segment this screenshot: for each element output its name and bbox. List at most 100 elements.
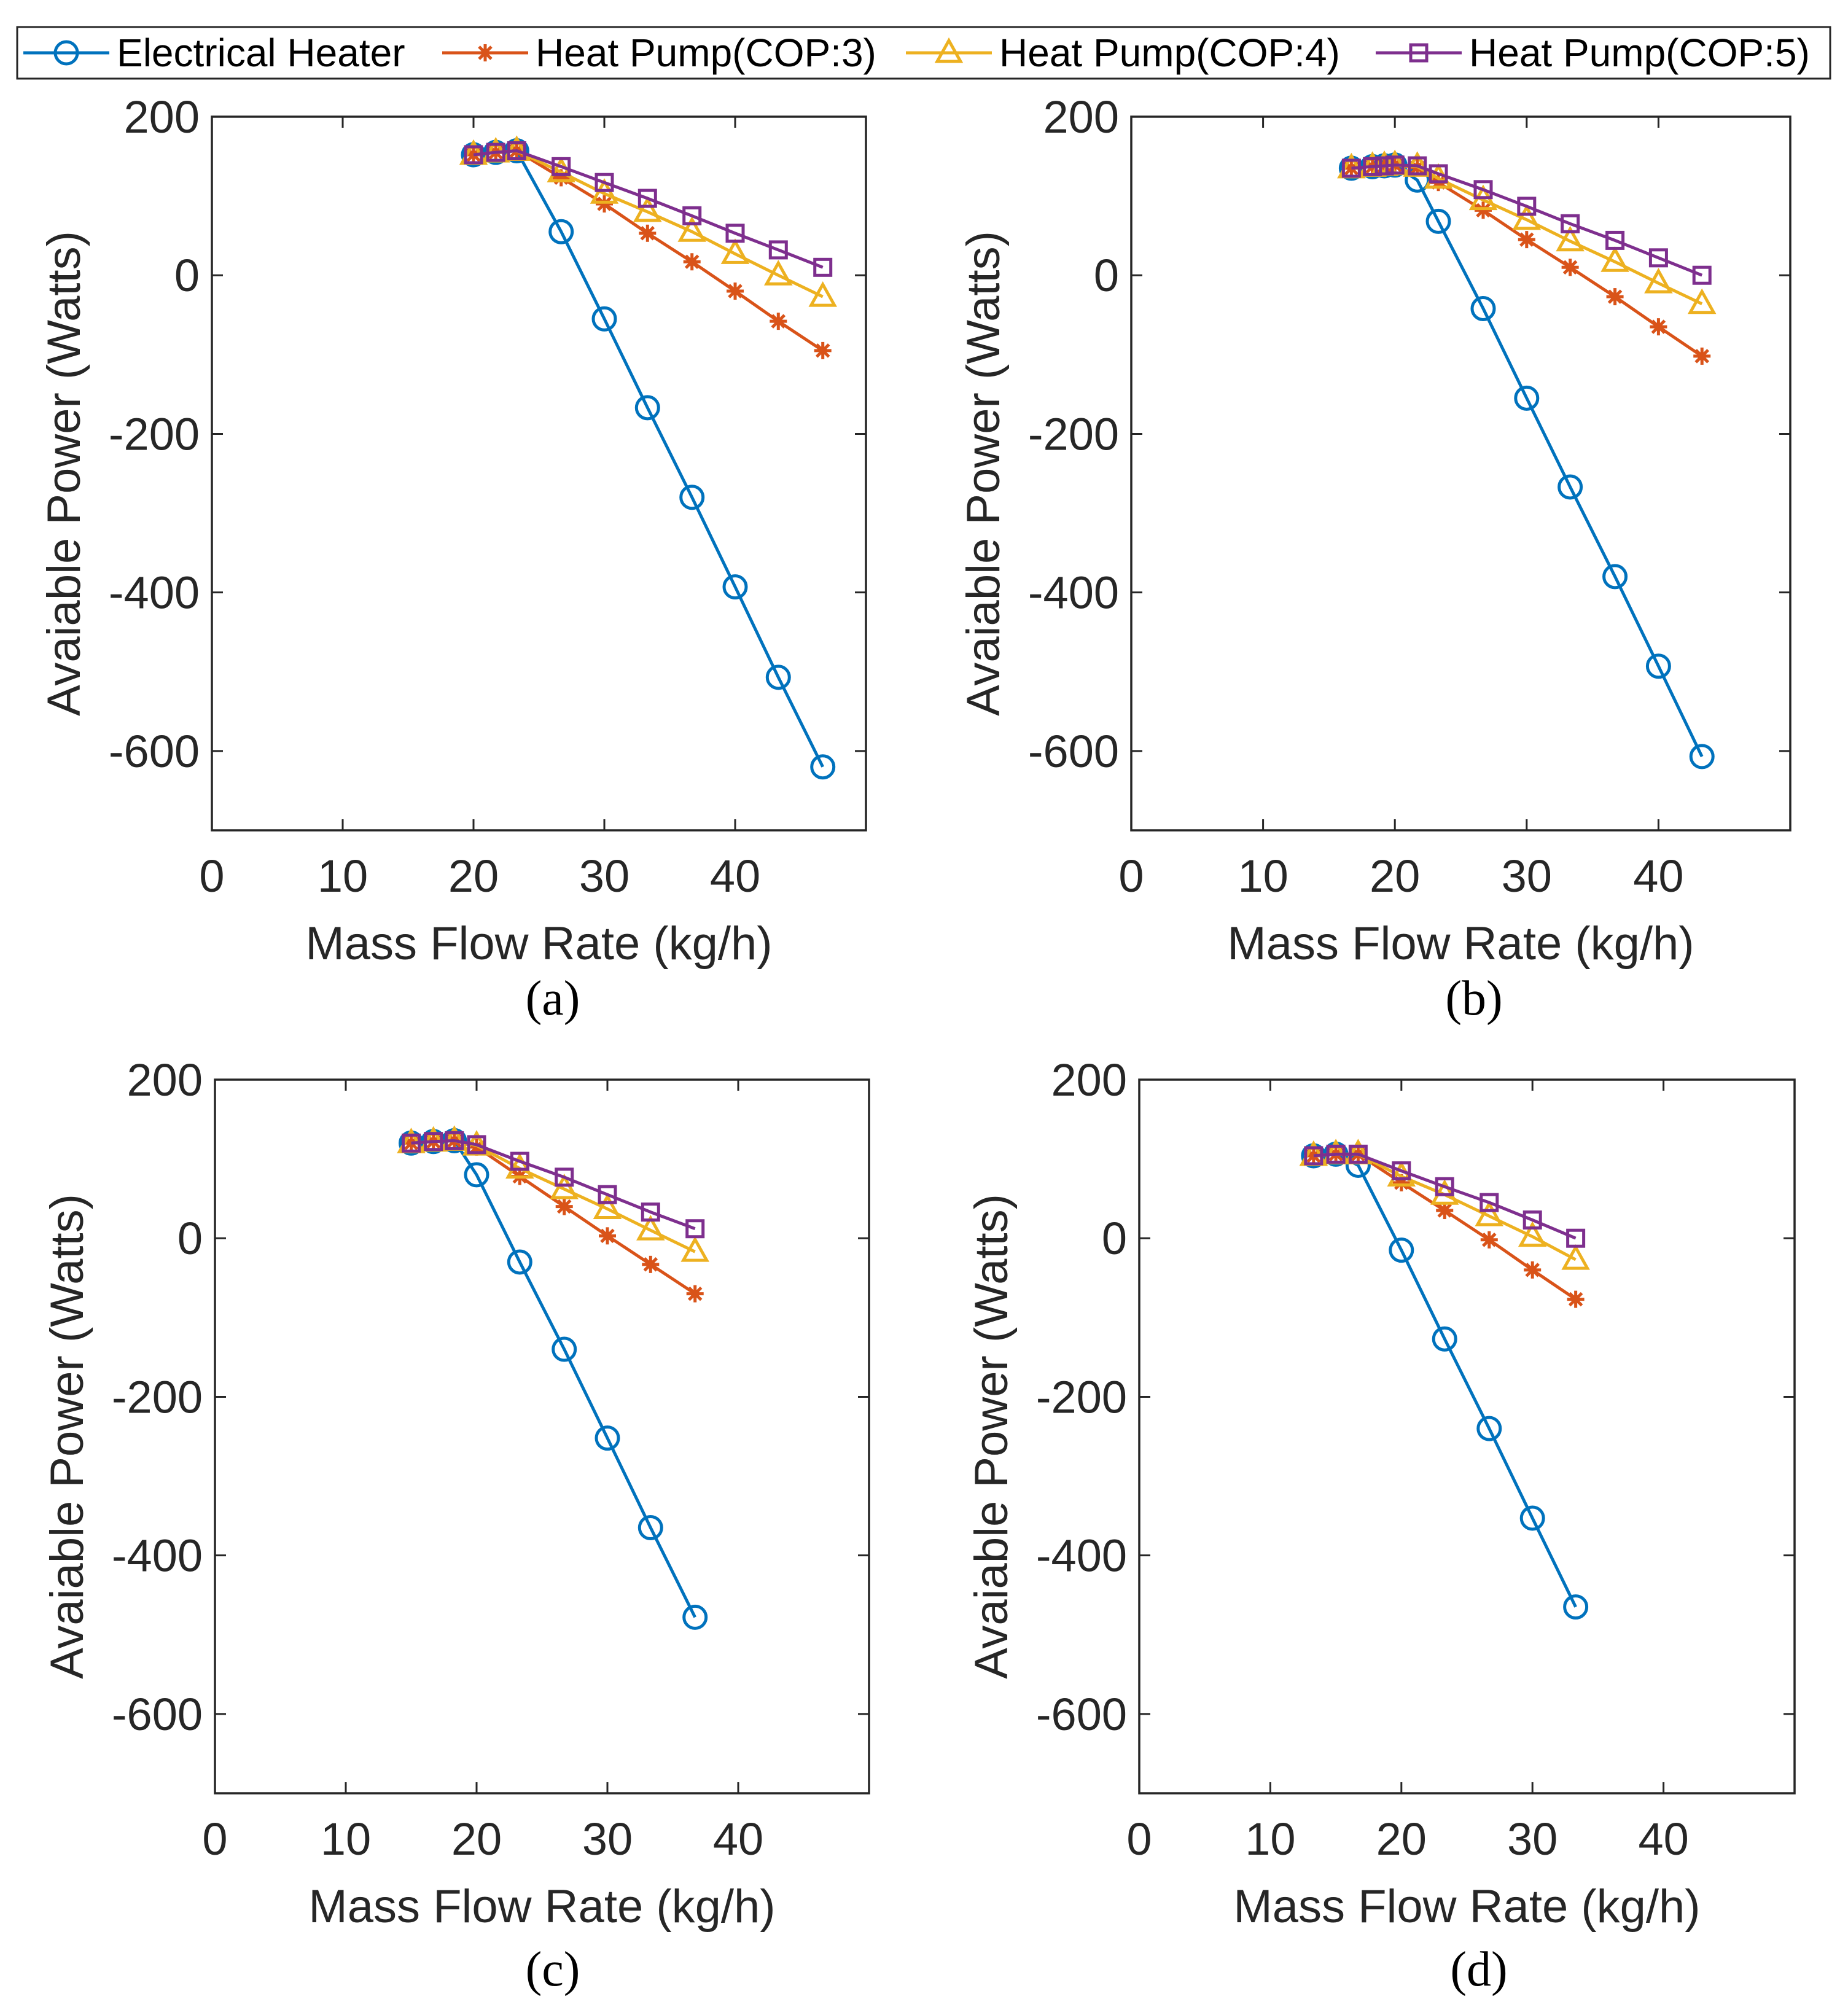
legend-label: Heat Pump(COP:3): [536, 31, 876, 75]
y-tick-label: -200: [109, 408, 200, 459]
data-point: [1602, 564, 1628, 590]
y-axis-label: Avaiable Power (Watts): [38, 231, 90, 716]
data-point: [637, 1514, 663, 1540]
y-axis-label: Avaiable Power (Watts): [957, 231, 1010, 716]
data-point: [642, 1255, 660, 1273]
data-point: [1389, 1237, 1414, 1263]
data-point: [1517, 197, 1537, 216]
data-point: [1304, 1146, 1324, 1166]
data-point: [1425, 208, 1451, 234]
panel-b: 0 10 20 30 40 200 0 -200 -400 -600 Mass Flow Rate …: [957, 92, 1791, 1026]
data-point: [1567, 1290, 1585, 1308]
data-point: [552, 1336, 577, 1362]
data-point: [445, 1131, 464, 1150]
data-point: [1600, 246, 1629, 272]
data-point: [1566, 1228, 1586, 1248]
legend-marker-square-icon: [1409, 43, 1429, 63]
series-heat-pump-cop-5: [1304, 1144, 1586, 1248]
data-point: [677, 216, 706, 242]
data-point: [1524, 1261, 1542, 1279]
data-point: [464, 145, 483, 165]
x-tick-label: 40: [1633, 851, 1683, 902]
data-point: [402, 1133, 421, 1153]
data-point: [1556, 225, 1585, 252]
data-point: [1606, 288, 1624, 306]
legend-item-heat-pump-cop-3: Heat Pump(COP:3): [442, 31, 876, 75]
data-point: [505, 1153, 534, 1179]
y-tick-label: -400: [109, 567, 200, 618]
data-point: [683, 253, 701, 271]
data-point: [1644, 268, 1673, 294]
legend-marker-triangle-icon: [934, 37, 964, 63]
data-point: [768, 240, 788, 260]
y-tick-label: -600: [109, 726, 200, 777]
data-point: [1430, 1179, 1459, 1205]
plot-area: [1130, 115, 1791, 832]
panel-c: 0 10 20 30 40 200 0 -200 -400 -600 Mass Flow Rate …: [41, 1054, 870, 1997]
plot-area: [211, 115, 867, 832]
x-tick-label: 20: [1370, 851, 1420, 902]
y-tick-label: 0: [177, 1213, 203, 1264]
x-tick-label: 30: [1502, 851, 1552, 902]
data-point: [1514, 385, 1540, 411]
data-point: [598, 1185, 617, 1204]
panel-label: (a): [526, 972, 580, 1026]
data-point: [555, 1198, 573, 1215]
y-axis-label: Avaiable Power (Watts): [965, 1194, 1018, 1679]
data-point: [595, 173, 614, 192]
data-point: [507, 1249, 532, 1275]
panel-label: (d): [1450, 1943, 1507, 1997]
data-point: [1648, 248, 1668, 268]
data-point: [770, 313, 787, 330]
data-point: [1650, 318, 1667, 336]
data-point: [636, 1215, 665, 1241]
data-point: [680, 1236, 709, 1262]
data-point: [1470, 295, 1496, 321]
data-point: [1645, 653, 1671, 679]
legend-label: Electrical Heater: [117, 31, 405, 75]
x-tick-label: 20: [448, 851, 499, 902]
data-point: [1408, 156, 1427, 176]
data-point: [813, 257, 833, 277]
data-point: [1429, 164, 1448, 184]
data-point: [727, 283, 744, 300]
data-point: [548, 219, 574, 244]
y-tick-label: 0: [1102, 1213, 1127, 1264]
x-tick-label: 0: [199, 851, 224, 902]
data-point: [1519, 1505, 1545, 1531]
x-tick-label: 40: [710, 851, 760, 902]
x-tick-label: 30: [582, 1814, 633, 1865]
data-point: [1480, 1231, 1498, 1249]
data-point: [1436, 1202, 1454, 1220]
legend-item-electrical-heater: Electrical Heater: [23, 31, 405, 75]
x-tick-label: 40: [1638, 1814, 1688, 1865]
data-point: [679, 485, 705, 510]
data-point: [685, 1219, 705, 1239]
data-point: [1558, 474, 1583, 500]
data-point: [808, 281, 837, 307]
data-point: [1480, 1193, 1499, 1212]
x-tick-label: 40: [713, 1814, 763, 1865]
data-point: [1326, 1144, 1346, 1164]
data-point: [1689, 744, 1715, 770]
data-point: [1561, 214, 1580, 233]
y-tick-label: 0: [1094, 250, 1119, 301]
plot-area: [1138, 1078, 1796, 1795]
data-point: [682, 1604, 708, 1630]
x-axis-label: Mass Flow Rate (kg/h): [1227, 918, 1694, 970]
data-point: [1363, 157, 1382, 176]
x-tick-label: 30: [1507, 1814, 1558, 1865]
data-point: [555, 1167, 574, 1187]
panel-d: 0 10 20 30 40 200 0 -200 -400 -600 Mass Flow Rate …: [965, 1054, 1796, 1997]
series-line: [473, 149, 824, 269]
data-point: [510, 1152, 529, 1171]
data-point: [814, 341, 832, 359]
data-point: [722, 574, 748, 600]
data-point: [1522, 1210, 1542, 1230]
x-axis-label: Mass Flow Rate (kg/h): [305, 918, 772, 970]
series-heat-pump-cop-5: [464, 141, 833, 277]
x-tick-label: 20: [451, 1814, 502, 1865]
data-point: [720, 238, 750, 264]
